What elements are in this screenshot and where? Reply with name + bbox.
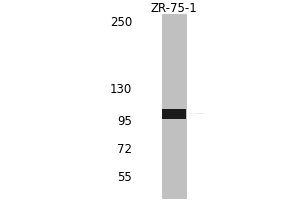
Bar [162, 14, 186, 198]
Text: ZR-75-1: ZR-75-1 [151, 2, 197, 15]
Bar [162, 109, 186, 119]
Text: 72: 72 [117, 143, 132, 156]
Text: 95: 95 [117, 115, 132, 128]
Text: 55: 55 [117, 171, 132, 184]
Text: 130: 130 [110, 83, 132, 96]
Text: 250: 250 [110, 16, 132, 29]
